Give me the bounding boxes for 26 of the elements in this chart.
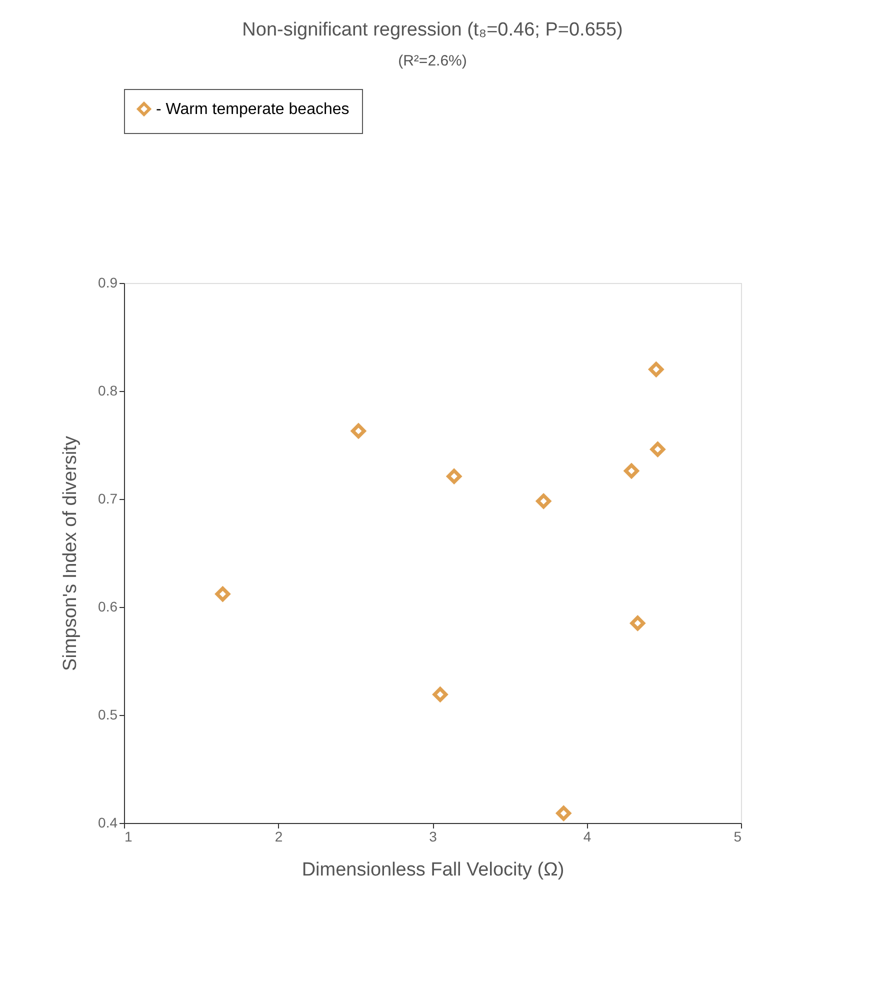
x-tick-label: 4 bbox=[583, 828, 592, 844]
point bbox=[351, 424, 366, 438]
point bbox=[556, 806, 572, 821]
point bbox=[446, 468, 462, 484]
x-tick-label: 5 bbox=[734, 828, 742, 844]
point bbox=[215, 586, 230, 602]
point bbox=[648, 362, 664, 377]
y-tick-label: 0.6 bbox=[98, 598, 118, 614]
y-tick-label: 0.8 bbox=[98, 382, 118, 398]
legend-label: - Warm temperate beaches bbox=[156, 101, 350, 118]
y-tick-label: 0.7 bbox=[98, 490, 118, 506]
x-axis-title: Dimensionless Fall Velocity (Ω) bbox=[302, 860, 564, 880]
point bbox=[630, 616, 646, 631]
y-tick-label: 0.9 bbox=[98, 274, 118, 290]
x-tick-label: 3 bbox=[429, 828, 438, 844]
point bbox=[536, 494, 552, 509]
point bbox=[650, 442, 666, 457]
y-tick-label: 0.4 bbox=[98, 814, 118, 830]
y-tick-label: 0.5 bbox=[98, 706, 118, 722]
chart-title: Non-significant regression (t₈=0.46; P=0.655) bbox=[242, 20, 623, 40]
chart-subtitle: (R²=2.6%) bbox=[398, 52, 467, 70]
point bbox=[624, 463, 639, 478]
point bbox=[432, 687, 448, 702]
x-tick-label: 2 bbox=[274, 828, 283, 844]
x-tick-label: 1 bbox=[124, 828, 132, 844]
y-axis-title: Simpson's Index of diversity bbox=[60, 436, 82, 671]
